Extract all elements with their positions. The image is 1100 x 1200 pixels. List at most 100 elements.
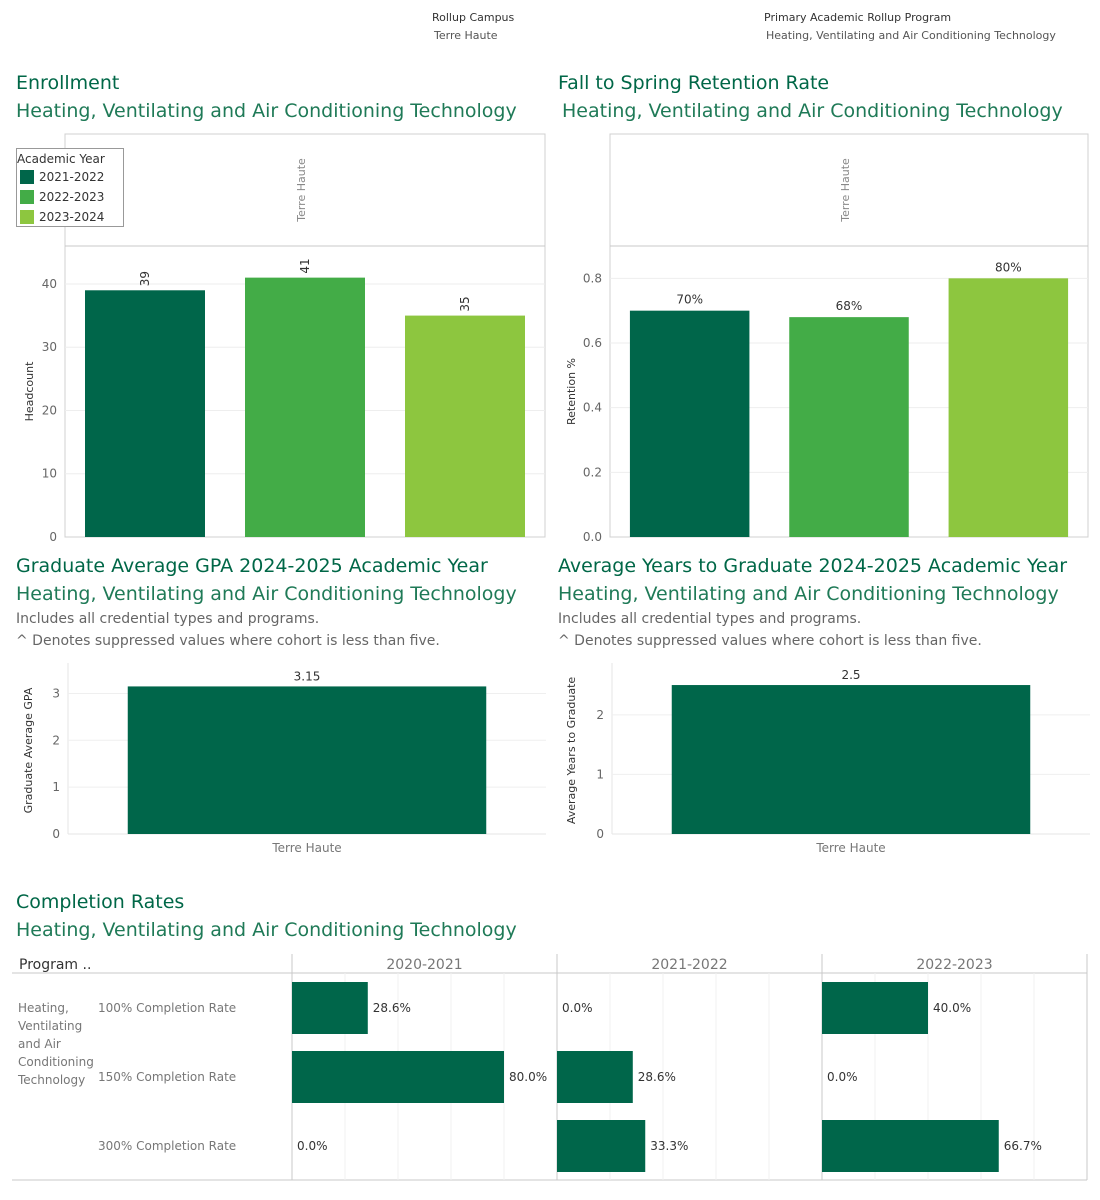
enrollment-subtitle: Heating, Ventilating and Air Conditionin… — [16, 100, 517, 122]
row-label-100% Completion Rate: 100% Completion Rate — [98, 1001, 236, 1015]
y-tick-label: 20 — [42, 403, 57, 417]
x-category-label: Terre Haute — [271, 841, 341, 855]
retention-title: Fall to Spring Retention Rate — [558, 72, 830, 94]
y-axis-label: Average Years to Graduate — [565, 677, 578, 825]
enrollment-chart: Terre Haute 0 10 20 30 40 Headcount 39 41 35 — [23, 133, 546, 544]
gpa-note-suppressed: ^ Denotes suppressed values where cohort… — [16, 633, 440, 649]
years-chart: 0 1 2 Average Years to Graduate 2.5 Terre Hau… — [565, 663, 1090, 855]
completion-bar — [292, 1051, 504, 1103]
legend-swatch-light — [20, 210, 34, 224]
program-label-line: Technology — [17, 1073, 85, 1087]
bar-value-label: 70% — [676, 293, 703, 307]
bar-2023-2024 — [948, 278, 1069, 537]
y-tick-label: 0 — [52, 827, 60, 841]
completion-value-label: 28.6% — [373, 1001, 411, 1015]
y-tick-label: 0.8 — [583, 271, 602, 285]
y-tick-label: 10 — [42, 467, 57, 481]
bar-2023-2024 — [405, 315, 525, 537]
enrollment-title: Enrollment — [16, 72, 120, 94]
completion-value-label: 66.7% — [1004, 1139, 1042, 1153]
legend-item-2023-2024[interactable]: 2023-2024 — [20, 209, 104, 225]
completion-value-label: 0.0% — [827, 1070, 858, 1084]
retention-subtitle: Heating, Ventilating and Air Conditionin… — [562, 100, 1063, 122]
y-tick-label: 0.0 — [583, 530, 602, 544]
y-tick-label: 30 — [42, 340, 57, 354]
y-tick-label: 0 — [49, 530, 57, 544]
column-header-campus: Terre Haute — [839, 158, 852, 223]
program-label-line: Ventilating — [18, 1019, 82, 1033]
completion-value-label: 0.0% — [297, 1139, 328, 1153]
y-tick-label: 2 — [52, 733, 60, 747]
completion-bar — [292, 982, 368, 1034]
y-axis-label: Retention % — [565, 358, 578, 425]
gpa-subtitle: Heating, Ventilating and Air Conditionin… — [16, 583, 517, 605]
campus-filter-value[interactable]: Terre Haute — [434, 29, 498, 42]
completion-bar — [557, 1051, 633, 1103]
completion-value-label: 28.6% — [638, 1070, 676, 1084]
gpa-chart: 0 1 2 3 Graduate Average GPA 3.15 Terre Haute — [22, 663, 546, 855]
bar-value-label: 2.5 — [841, 668, 860, 682]
x-category-label: Terre Haute — [815, 841, 885, 855]
y-tick-label: 1 — [596, 767, 604, 781]
legend-item-2022-2023[interactable]: 2022-2023 — [20, 189, 104, 205]
row-header-program: Program .. — [19, 957, 91, 973]
legend-label: 2022-2023 — [39, 190, 105, 204]
bar-2021-2022 — [629, 310, 750, 537]
bar-2022-2023 — [789, 317, 909, 537]
completion-title: Completion Rates — [16, 891, 185, 913]
completion-value-label: 33.3% — [650, 1139, 688, 1153]
y-tick-label: 0.6 — [583, 336, 602, 350]
bar-value-label: 39 — [138, 271, 152, 286]
legend-swatch-dark — [20, 170, 34, 184]
y-tick-label: 1 — [52, 780, 60, 794]
column-header-2021-2022: 2021-2022 — [651, 957, 727, 973]
bar-value-label: 41 — [298, 258, 312, 273]
y-tick-label: 0.2 — [583, 465, 602, 479]
row-label-150% Completion Rate: 150% Completion Rate — [98, 1070, 236, 1084]
bar-value-label: 3.15 — [294, 669, 321, 683]
bar-2021-2022 — [85, 290, 205, 537]
bar-value-label: 80% — [995, 260, 1022, 274]
gpa-title: Graduate Average GPA 2024-2025 Academic … — [16, 555, 488, 577]
program-filter-value[interactable]: Heating, Ventilating and Air Conditionin… — [766, 29, 1056, 42]
bar-value-label: 68% — [836, 299, 863, 313]
retention-chart: Terre Haute 0.0 0.2 0.4 0.6 0.8 Retention % 70%… — [565, 133, 1089, 544]
program-label-line: Conditioning — [18, 1055, 94, 1069]
legend-item-2021-2022[interactable]: 2021-2022 — [20, 169, 104, 185]
years-title: Average Years to Graduate 2024-2025 Acad… — [558, 555, 1068, 577]
program-label-line: Heating, — [18, 1001, 69, 1015]
bar-value-label: 35 — [458, 296, 472, 311]
bar-Terre Haute — [127, 686, 487, 834]
completion-subtitle: Heating, Ventilating and Air Conditionin… — [16, 919, 517, 941]
campus-filter-label: Rollup Campus — [432, 11, 515, 24]
column-header-2022-2023: 2022-2023 — [916, 957, 992, 973]
years-note-credentials: Includes all credential types and progra… — [558, 611, 862, 627]
completion-bar — [557, 1120, 646, 1172]
column-header-campus: Terre Haute — [295, 158, 308, 223]
years-note-suppressed: ^ Denotes suppressed values where cohort… — [558, 633, 982, 649]
y-tick-label: 40 — [42, 277, 57, 291]
legend-label: 2023-2024 — [39, 210, 105, 224]
column-header-2020-2021: 2020-2021 — [386, 957, 462, 973]
completion-value-label: 40.0% — [933, 1001, 971, 1015]
y-tick-label: 2 — [596, 708, 604, 722]
y-tick-label: 0 — [596, 827, 604, 841]
program-label-line: and Air — [18, 1037, 61, 1051]
legend-label: 2021-2022 — [39, 170, 105, 184]
bar-2022-2023 — [245, 277, 365, 537]
completion-bar — [822, 1120, 999, 1172]
program-filter-label: Primary Academic Rollup Program — [764, 11, 952, 24]
academic-year-legend: Academic Year 2021-2022 2022-2023 2023-2… — [16, 148, 124, 227]
row-label-300% Completion Rate: 300% Completion Rate — [98, 1139, 236, 1153]
y-tick-label: 0.4 — [583, 401, 602, 415]
y-tick-label: 3 — [52, 686, 60, 700]
gpa-note-credentials: Includes all credential types and progra… — [16, 611, 320, 627]
completion-value-label: 0.0% — [562, 1001, 593, 1015]
y-axis-label: Headcount — [23, 361, 36, 421]
bar-Terre Haute — [671, 685, 1031, 834]
completion-value-label: 80.0% — [509, 1070, 547, 1084]
y-axis-label: Graduate Average GPA — [22, 687, 35, 813]
completion-chart: Program .. 2020-2021 2021-2022 2022-2023 Hea… — [12, 954, 1088, 1181]
legend-swatch-mid — [20, 190, 34, 204]
legend-title: Academic Year — [17, 152, 105, 166]
